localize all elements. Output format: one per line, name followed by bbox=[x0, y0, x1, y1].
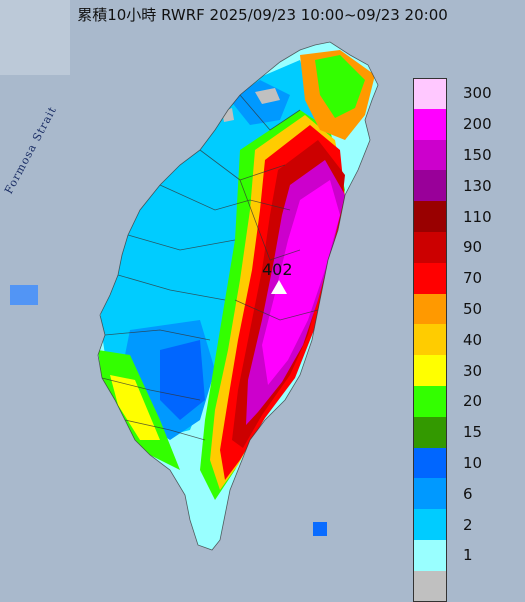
legend-label: 15 bbox=[463, 423, 483, 442]
legend-row bbox=[413, 570, 492, 602]
county-borders bbox=[97, 41, 379, 551]
legend-row: 10 bbox=[413, 447, 492, 479]
legend-row: 6 bbox=[413, 478, 492, 510]
peak-value-label: 402 bbox=[262, 260, 293, 279]
legend-label: 90 bbox=[463, 238, 483, 257]
legend-label: 30 bbox=[463, 361, 483, 380]
legend-label: 50 bbox=[463, 299, 483, 318]
legend-row: 30 bbox=[413, 355, 492, 386]
legend-swatch bbox=[413, 416, 447, 448]
legend-swatch bbox=[413, 539, 447, 571]
legend-label: 70 bbox=[463, 269, 483, 288]
legend-row: 200 bbox=[413, 108, 492, 140]
legend-row: 50 bbox=[413, 293, 492, 325]
legend-swatch bbox=[413, 509, 447, 540]
legend-swatch bbox=[413, 231, 447, 263]
legend-row: 300 bbox=[413, 78, 492, 109]
cloud-patch bbox=[0, 0, 70, 75]
legend-swatch bbox=[413, 293, 447, 325]
legend-swatch bbox=[413, 355, 447, 386]
legend-row: 90 bbox=[413, 231, 492, 263]
legend-row: 110 bbox=[413, 201, 492, 232]
legend-swatch bbox=[413, 262, 447, 294]
offshore-island-rain bbox=[313, 522, 327, 536]
offshore-rain-patch bbox=[10, 285, 38, 305]
legend-swatch bbox=[413, 447, 447, 479]
legend-label: 200 bbox=[463, 115, 492, 134]
legend-label: 2 bbox=[463, 515, 473, 534]
legend-swatch bbox=[413, 78, 447, 109]
legend-swatch bbox=[413, 201, 447, 232]
legend-swatch bbox=[413, 324, 447, 356]
legend-swatch bbox=[413, 139, 447, 171]
legend-label: 110 bbox=[463, 207, 492, 226]
triangle-icon bbox=[271, 280, 287, 294]
legend-label: 10 bbox=[463, 453, 483, 472]
legend-row: 70 bbox=[413, 262, 492, 294]
legend-row: 150 bbox=[413, 139, 492, 171]
legend-row: 130 bbox=[413, 170, 492, 202]
rainfall-legend: 300 200 150 130 110 90 70 50 40 30 20 15 10 6 2 1 bbox=[413, 78, 492, 602]
legend-row: 40 bbox=[413, 324, 492, 356]
legend-swatch bbox=[413, 385, 447, 417]
legend-label: 6 bbox=[463, 484, 473, 503]
legend-label: 150 bbox=[463, 145, 492, 164]
map-title: 累積10小時 RWRF 2025/09/23 10:00~09/23 20:00 bbox=[77, 6, 448, 24]
legend-label: 20 bbox=[463, 392, 483, 411]
legend-label: 300 bbox=[463, 84, 492, 103]
legend-swatch bbox=[413, 170, 447, 202]
legend-swatch bbox=[413, 570, 447, 602]
legend-swatch bbox=[413, 478, 447, 510]
legend-label: 1 bbox=[463, 546, 473, 565]
legend-row: 20 bbox=[413, 385, 492, 417]
legend-swatch bbox=[413, 108, 447, 140]
legend-label: 40 bbox=[463, 330, 483, 349]
legend-label: 130 bbox=[463, 176, 492, 195]
legend-row: 15 bbox=[413, 416, 492, 448]
legend-row: 1 bbox=[413, 539, 492, 571]
legend-row: 2 bbox=[413, 509, 492, 540]
